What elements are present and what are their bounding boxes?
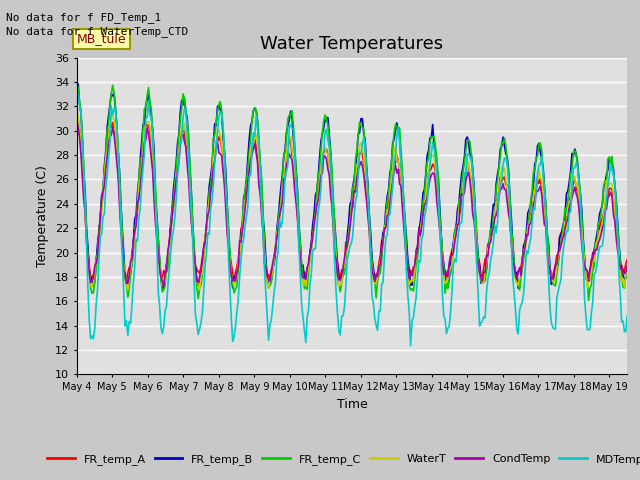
CondTemp [292,201,300,206]
MDTemp_A [473,264,481,270]
CondTemp [139,156,147,161]
FR_temp_A [292,186,300,192]
CondTemp [253,159,261,165]
Line: FR_temp_A: FR_temp_A [77,110,627,281]
MDTemp_A [623,312,631,318]
FR_temp_B [473,235,481,241]
FR_temp_C [473,231,481,237]
CondTemp [160,284,168,290]
CondTemp [420,202,428,207]
MDTemp_A [407,343,415,348]
X-axis label: Time: Time [337,397,367,410]
Line: MDTemp_A: MDTemp_A [77,94,627,346]
Text: MB_tule: MB_tule [77,32,127,45]
WaterT [294,214,301,220]
FR_temp_B [476,263,483,268]
FR_temp_C [623,274,631,280]
WaterT [73,112,81,118]
MDTemp_A [74,91,82,96]
WaterT [623,266,631,272]
Line: FR_temp_C: FR_temp_C [77,84,627,300]
WaterT [255,158,263,164]
Line: CondTemp: CondTemp [77,123,627,287]
MDTemp_A [141,151,148,157]
FR_temp_A [139,147,147,153]
FR_temp_C [419,198,427,204]
CondTemp [472,233,479,239]
WaterT [476,272,483,277]
FR_temp_C [470,189,478,195]
FR_temp_C [585,298,593,303]
MDTemp_A [422,208,429,214]
FR_temp_A [253,151,261,157]
Y-axis label: Temperature (C): Temperature (C) [36,165,49,267]
WaterT [473,250,481,255]
FR_temp_A [230,278,238,284]
Line: WaterT: WaterT [77,114,627,290]
FR_temp_C [252,107,260,113]
FR_temp_B [623,264,631,269]
MDTemp_A [253,125,261,131]
FR_temp_A [472,222,479,228]
FR_temp_B [73,82,81,88]
MDTemp_A [292,183,300,189]
FR_temp_C [73,81,81,87]
FR_temp_A [73,107,81,113]
CondTemp [623,263,631,269]
WaterT [124,287,132,293]
Text: No data for f FD_Temp_1: No data for f FD_Temp_1 [6,12,162,23]
FR_temp_B [141,123,148,129]
FR_temp_B [74,81,82,87]
MDTemp_A [476,323,483,329]
FR_temp_A [420,201,428,206]
WaterT [422,192,429,198]
FR_temp_B [294,188,301,194]
FR_temp_C [139,127,147,133]
FR_temp_A [474,255,482,261]
MDTemp_A [73,99,81,105]
Title: Water Temperatures: Water Temperatures [260,35,444,53]
FR_temp_B [159,286,166,292]
Line: FR_temp_B: FR_temp_B [77,84,627,289]
FR_temp_B [255,141,263,146]
FR_temp_C [291,140,299,146]
WaterT [109,111,116,117]
Text: No data for f WaterTemp_CTD: No data for f WaterTemp_CTD [6,26,189,37]
CondTemp [474,262,482,267]
CondTemp [73,120,81,126]
FR_temp_B [422,171,429,177]
WaterT [142,120,150,126]
FR_temp_A [623,257,631,263]
Legend: FR_temp_A, FR_temp_B, FR_temp_C, WaterT, CondTemp, MDTemp_A: FR_temp_A, FR_temp_B, FR_temp_C, WaterT,… [42,450,640,469]
